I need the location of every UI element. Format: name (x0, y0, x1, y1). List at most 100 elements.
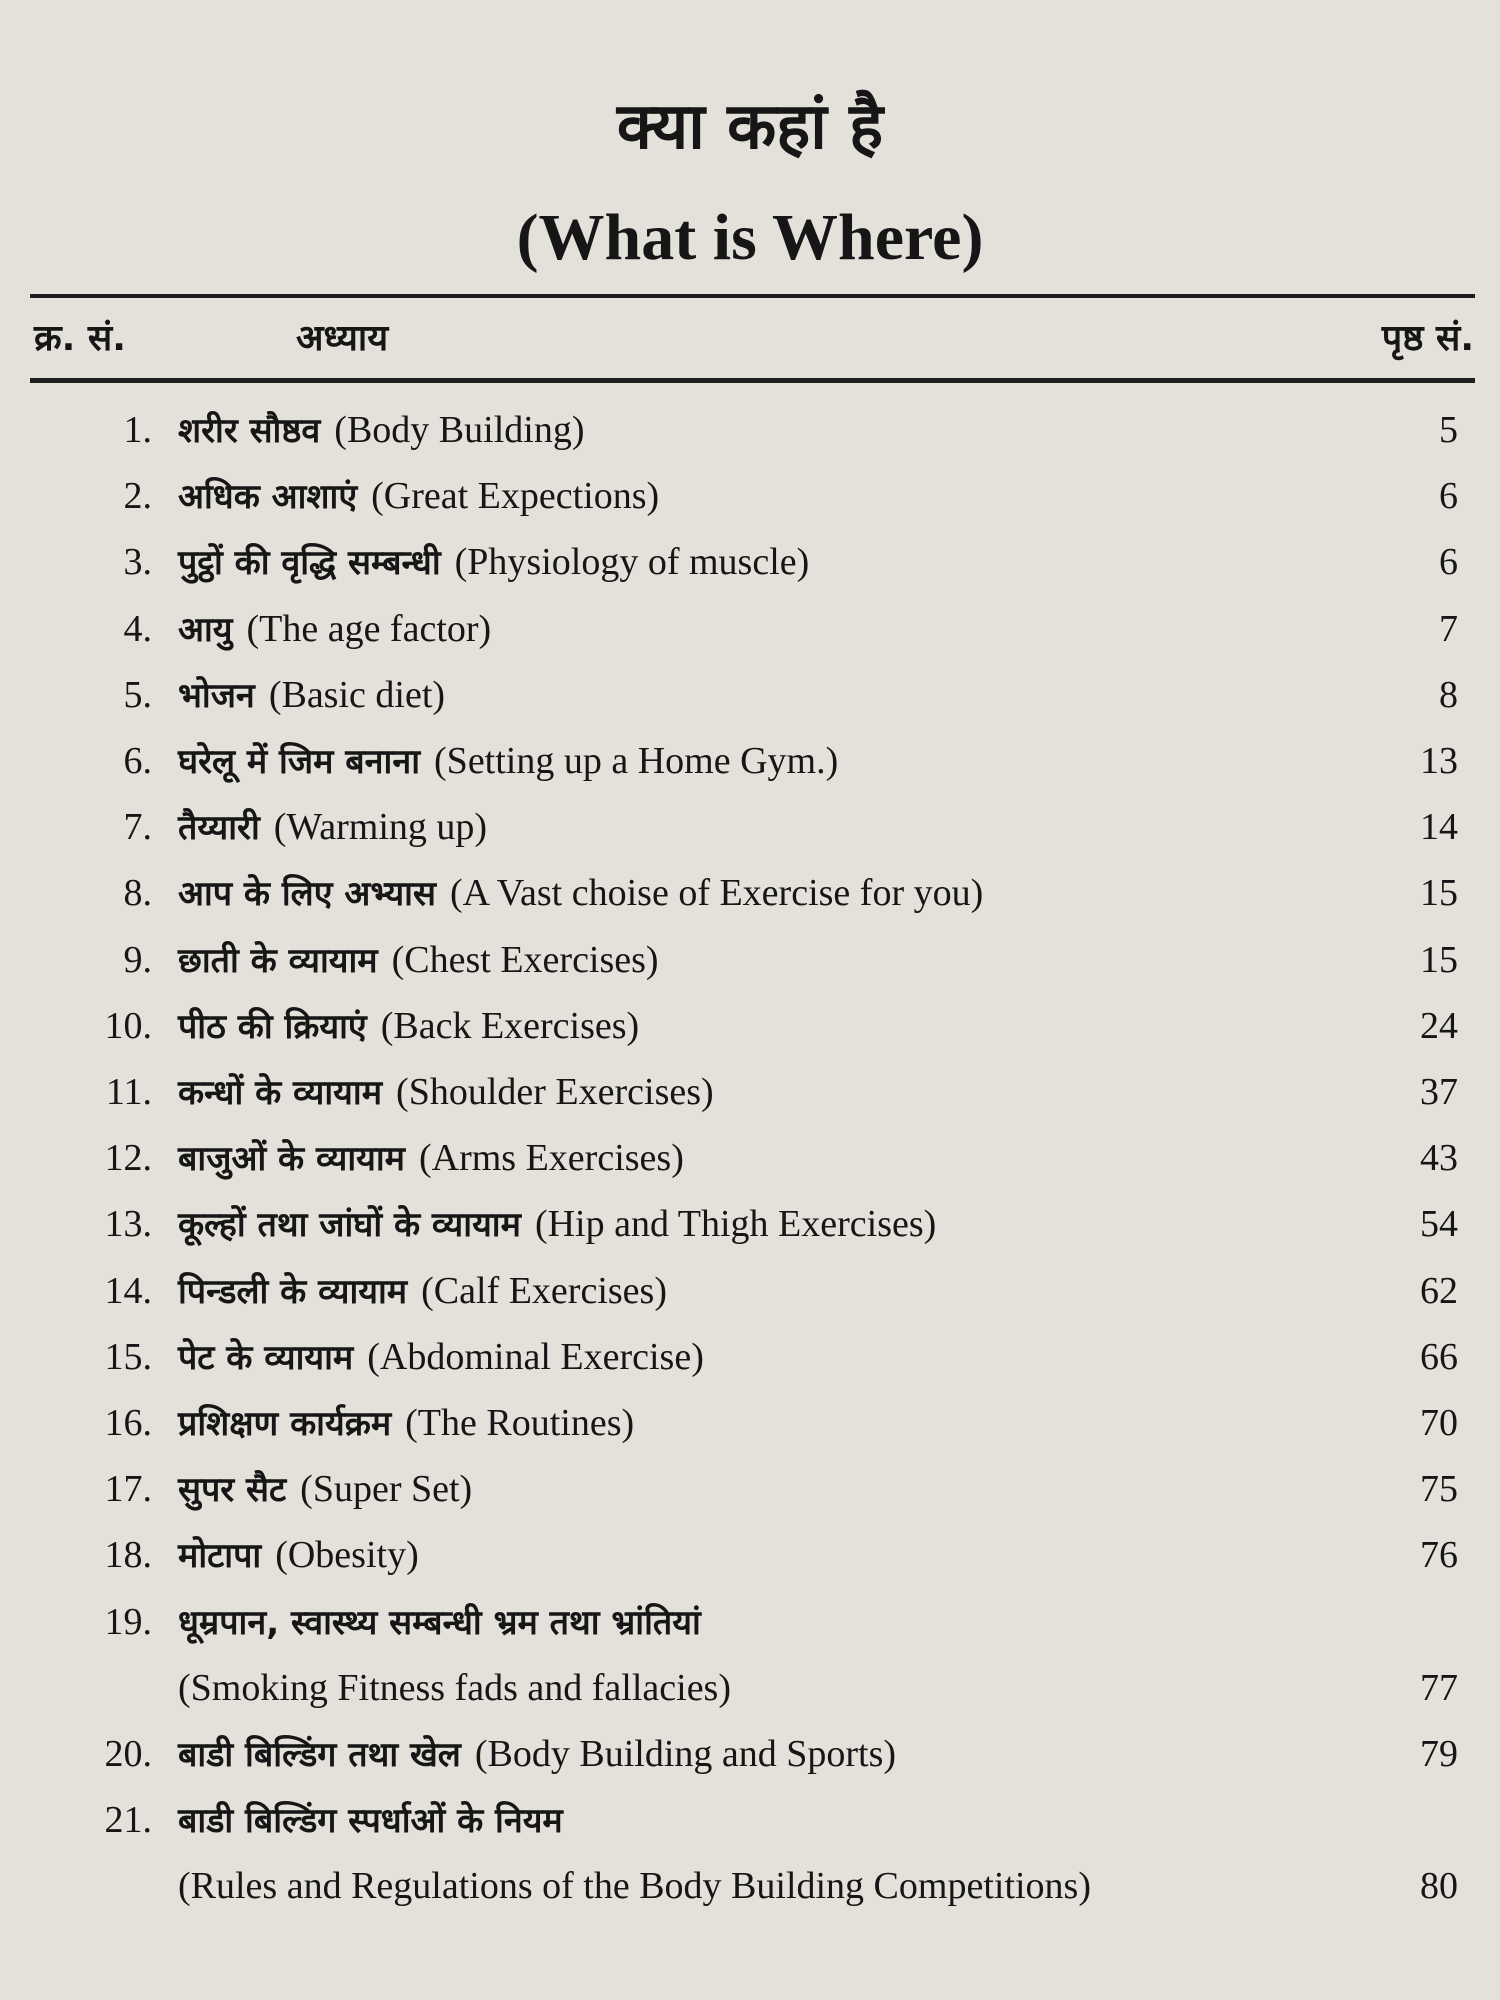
entry-title-english: (Abdominal Exercise) (367, 1335, 704, 1378)
entry-number: 13. (104, 1203, 153, 1246)
entry-page: 79 (1420, 1733, 1458, 1775)
header-page: पृष्ठ सं. (1381, 318, 1474, 359)
toc-entry: 19. धूम्रपान, स्वास्थ्य सम्बन्धी भ्रम तथा… (0, 1592, 1500, 1652)
entry-page: 66 (1420, 1335, 1458, 1378)
entry-title: शरीर सौष्ठव (Body Building) (178, 400, 584, 461)
entry-title: बाडी बिल्डिंग तथा खेल (Body Building and … (178, 1724, 896, 1785)
entry-page: 6 (1439, 541, 1458, 584)
toc-entry: 9. छाती के व्यायाम (Chest Exercises) 15 (0, 930, 1500, 990)
entry-title-hindi: बाडी बिल्डिंग तथा खेल (178, 1735, 461, 1775)
entry-number: 2. (123, 475, 153, 518)
entry-title-hindi: तैय्यारी (178, 808, 260, 849)
entry-title: भोजन (Basic diet) (178, 665, 445, 726)
entry-title: आप के लिए अभ्यास (A Vast choise of Exerci… (178, 863, 983, 924)
entry-number: 1. (123, 409, 153, 451)
toc-entry: 12. बाजुओं के व्यायाम (Arms Exercises) 43 (0, 1128, 1500, 1188)
toc-entry: 14. पिन्डली के व्यायाम (Calf Exercises) 62 (0, 1261, 1500, 1321)
entry-number: 17. (104, 1468, 153, 1511)
entry-title-hindi: भोजन (178, 675, 255, 716)
entry-title-english: (Obesity) (275, 1534, 419, 1577)
entry-title-english: (Hip and Thigh Exercises) (534, 1203, 937, 1246)
entry-number: 10. (104, 1004, 153, 1047)
entry-number: 16. (104, 1402, 153, 1444)
entry-title-hindi: पुट्ठों की वृद्धि सम्बन्धी (178, 543, 441, 584)
entry-page: 54 (1420, 1203, 1458, 1246)
toc-entry: 11. कन्धों के व्यायाम (Shoulder Exercises)… (0, 1062, 1500, 1122)
header-rule (30, 378, 1475, 383)
entry-page: 77 (1420, 1666, 1458, 1709)
entry-title: आयु (The age factor) (178, 599, 491, 660)
entry-number: 12. (104, 1137, 153, 1180)
entry-title-english: (Arms Exercises) (419, 1137, 684, 1180)
entry-title: मोटापा (Obesity) (178, 1525, 419, 1586)
entry-page: 13 (1420, 740, 1458, 782)
toc-entry: 18. मोटापा (Obesity) 76 (0, 1525, 1500, 1585)
entry-number: 14. (104, 1269, 153, 1312)
entry-title-hindi: आयु (178, 609, 233, 650)
entry-title: पीठ की क्रियाएं (Back Exercises) (178, 996, 639, 1057)
toc-entry: 7. तैय्यारी (Warming up) 14 (0, 797, 1500, 857)
entry-title-english: (Chest Exercises) (391, 938, 659, 981)
toc-entry: 17. सुपर सैट (Super Set) 75 (0, 1459, 1500, 1519)
toc-entry-continued: (Rules and Regulations of the Body Build… (0, 1856, 1500, 1916)
entry-title-hindi: पीठ की क्रियाएं (178, 1006, 367, 1047)
entry-number: 4. (123, 607, 153, 650)
entry-page: 8 (1439, 673, 1458, 716)
entry-title-english: (The Routines) (405, 1402, 635, 1444)
entry-title: छाती के व्यायाम (Chest Exercises) (178, 930, 659, 991)
entry-title-english: (Shoulder Exercises) (396, 1071, 714, 1113)
entry-title: पिन्डली के व्यायाम (Calf Exercises) (178, 1261, 667, 1322)
entry-page: 80 (1420, 1865, 1458, 1908)
entry-title-english: (Calf Exercises) (421, 1269, 667, 1312)
entry-title: बाजुओं के व्यायाम (Arms Exercises) (178, 1128, 684, 1189)
entry-page: 7 (1439, 607, 1458, 650)
entry-title-hindi: कन्धों के व्यायाम (178, 1073, 383, 1113)
entry-title-english: (Basic diet) (268, 673, 446, 716)
header-serial: क्र. सं. (34, 318, 126, 359)
entry-title-hindi: पिन्डली के व्यायाम (178, 1271, 408, 1312)
toc-entry: 5. भोजन (Basic diet) 8 (0, 665, 1500, 725)
entry-page: 62 (1420, 1269, 1458, 1312)
entry-number: 18. (104, 1534, 153, 1577)
entry-number: 6. (123, 740, 153, 782)
entry-title-english: (A Vast choise of Exercise for you) (449, 872, 984, 915)
entry-title-hindi: घरेलू में जिम बनाना (178, 742, 421, 782)
entry-title: सुपर सैट (Super Set) (178, 1459, 472, 1520)
entry-title-english: (Super Set) (300, 1468, 473, 1511)
entry-number: 15. (104, 1335, 153, 1378)
entry-page: 5 (1439, 409, 1458, 451)
entry-page: 15 (1420, 872, 1458, 915)
entry-title-hindi: मोटापा (178, 1536, 262, 1577)
entry-title-english: (Warming up) (273, 806, 488, 849)
toc-entry: 4. आयु (The age factor) 7 (0, 599, 1500, 659)
page-title-hindi: क्या कहां है (616, 90, 884, 164)
entry-title-hindi: कूल्हों तथा जांघों के व्यायाम (178, 1205, 521, 1246)
toc-entry: 10. पीठ की क्रियाएं (Back Exercises) 24 (0, 996, 1500, 1056)
entry-title: कूल्हों तथा जांघों के व्यायाम (Hip and Th… (178, 1194, 936, 1255)
toc-entry: 21. बाडी बिल्डिंग स्पर्धाओं के नियम (0, 1790, 1500, 1850)
entry-title-english: (Great Expections) (371, 475, 660, 518)
page-title-english: (What is Where) (516, 201, 984, 274)
entry-title: अधिक आशाएं (Great Expections) (178, 466, 659, 527)
entry-page: 15 (1420, 938, 1458, 981)
entry-title: पुट्ठों की वृद्धि सम्बन्धी (Physiology of… (178, 532, 809, 593)
entry-title-hindi: सुपर सैट (178, 1470, 287, 1511)
entry-title-english: (Body Building) (334, 409, 585, 451)
toc-entry: 2. अधिक आशाएं (Great Expections) 6 (0, 466, 1500, 526)
entry-number: 7. (123, 806, 153, 849)
toc-entry: 16. प्रशिक्षण कार्यक्रम (The Routines) 70 (0, 1393, 1500, 1453)
entry-page: 70 (1420, 1402, 1458, 1444)
entry-title-hindi: बाडी बिल्डिंग स्पर्धाओं के नियम (178, 1801, 563, 1842)
entry-page: 75 (1420, 1468, 1458, 1511)
entry-title-english: (Rules and Regulations of the Body Build… (178, 1865, 1092, 1908)
toc-entry: 13. कूल्हों तथा जांघों के व्यायाम (Hip and… (0, 1194, 1500, 1254)
entry-title-english: (Setting up a Home Gym.) (434, 740, 839, 782)
entry-title-hindi: अधिक आशाएं (178, 477, 358, 518)
entry-title-english: (The age factor) (246, 607, 492, 650)
entry-title-hindi: प्रशिक्षण कार्यक्रम (178, 1404, 392, 1444)
entry-title-english: (Physiology of muscle) (454, 541, 810, 584)
entry-page: 76 (1420, 1534, 1458, 1577)
toc-entry: 15. पेट के व्यायाम (Abdominal Exercise) 66 (0, 1327, 1500, 1387)
entry-number: 20. (104, 1733, 153, 1775)
entry-number: 5. (123, 673, 153, 716)
